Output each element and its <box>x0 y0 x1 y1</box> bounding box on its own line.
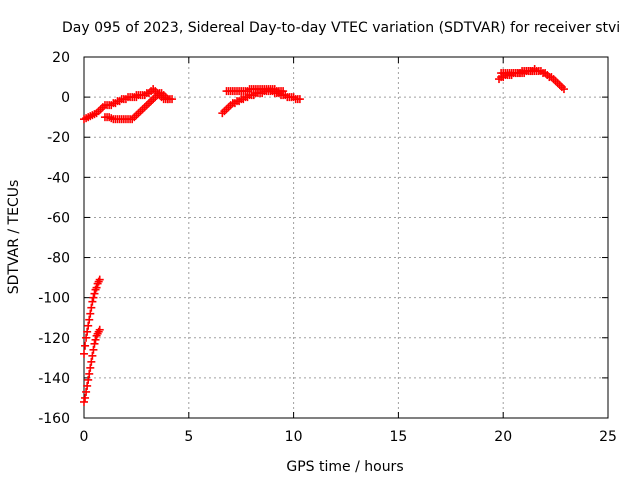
y-tick-label: -60 <box>47 210 70 226</box>
y-tick-label: -160 <box>38 411 70 427</box>
data-point <box>90 289 99 298</box>
data-point <box>90 339 99 348</box>
data-point <box>89 345 98 354</box>
data-point <box>279 87 288 96</box>
grid-lines <box>84 57 608 418</box>
x-tick-label: 5 <box>184 429 193 445</box>
data-point <box>91 335 100 344</box>
y-tick-label: -80 <box>47 251 70 267</box>
data-point <box>83 327 92 336</box>
x-tick-label: 0 <box>80 429 89 445</box>
data-point <box>86 309 95 318</box>
y-tick-label: -140 <box>38 371 70 387</box>
data-point <box>81 393 90 402</box>
data-point <box>82 333 91 342</box>
data-point <box>559 85 568 94</box>
y-tick-label: -120 <box>38 331 70 347</box>
data-point <box>92 283 101 292</box>
y-axis: 20 0 -20 -40 -60 -80 -100 -120 -140 -160 <box>38 50 608 427</box>
data-point <box>80 349 88 358</box>
data-point <box>83 381 92 390</box>
x-tick-label: 15 <box>389 429 407 445</box>
data-point <box>88 351 97 360</box>
x-axis: 0 5 10 15 20 25 <box>80 57 617 445</box>
data-point <box>84 321 93 330</box>
data-point <box>81 341 90 350</box>
data-point <box>87 303 96 312</box>
y-tick-label: 0 <box>61 90 70 106</box>
x-tick-label: 25 <box>599 429 617 445</box>
y-tick-label: -20 <box>47 130 70 146</box>
x-tick-label: 20 <box>494 429 512 445</box>
data-point <box>295 95 304 104</box>
data-point <box>530 65 539 74</box>
data-points <box>80 65 568 406</box>
x-axis-label: GPS time / hours <box>286 459 403 475</box>
plot-area-border <box>83 56 609 419</box>
data-point <box>82 387 91 396</box>
data-point <box>85 315 94 324</box>
data-point <box>95 275 104 284</box>
y-tick-label: 20 <box>52 50 70 66</box>
data-point <box>85 369 94 378</box>
data-point <box>95 325 104 334</box>
data-point <box>86 363 95 372</box>
y-tick-label: -100 <box>38 291 70 307</box>
chart-title: Day 095 of 2023, Sidereal Day-to-day VTE… <box>62 20 620 36</box>
data-point <box>84 375 93 384</box>
x-tick-label: 10 <box>285 429 303 445</box>
data-point <box>163 95 172 104</box>
data-point <box>80 397 88 406</box>
data-point <box>89 293 98 302</box>
data-point <box>87 357 96 366</box>
y-axis-label: SDTVAR / TECUs <box>6 180 22 295</box>
y-tick-label: -40 <box>47 170 70 186</box>
data-point <box>88 297 97 306</box>
